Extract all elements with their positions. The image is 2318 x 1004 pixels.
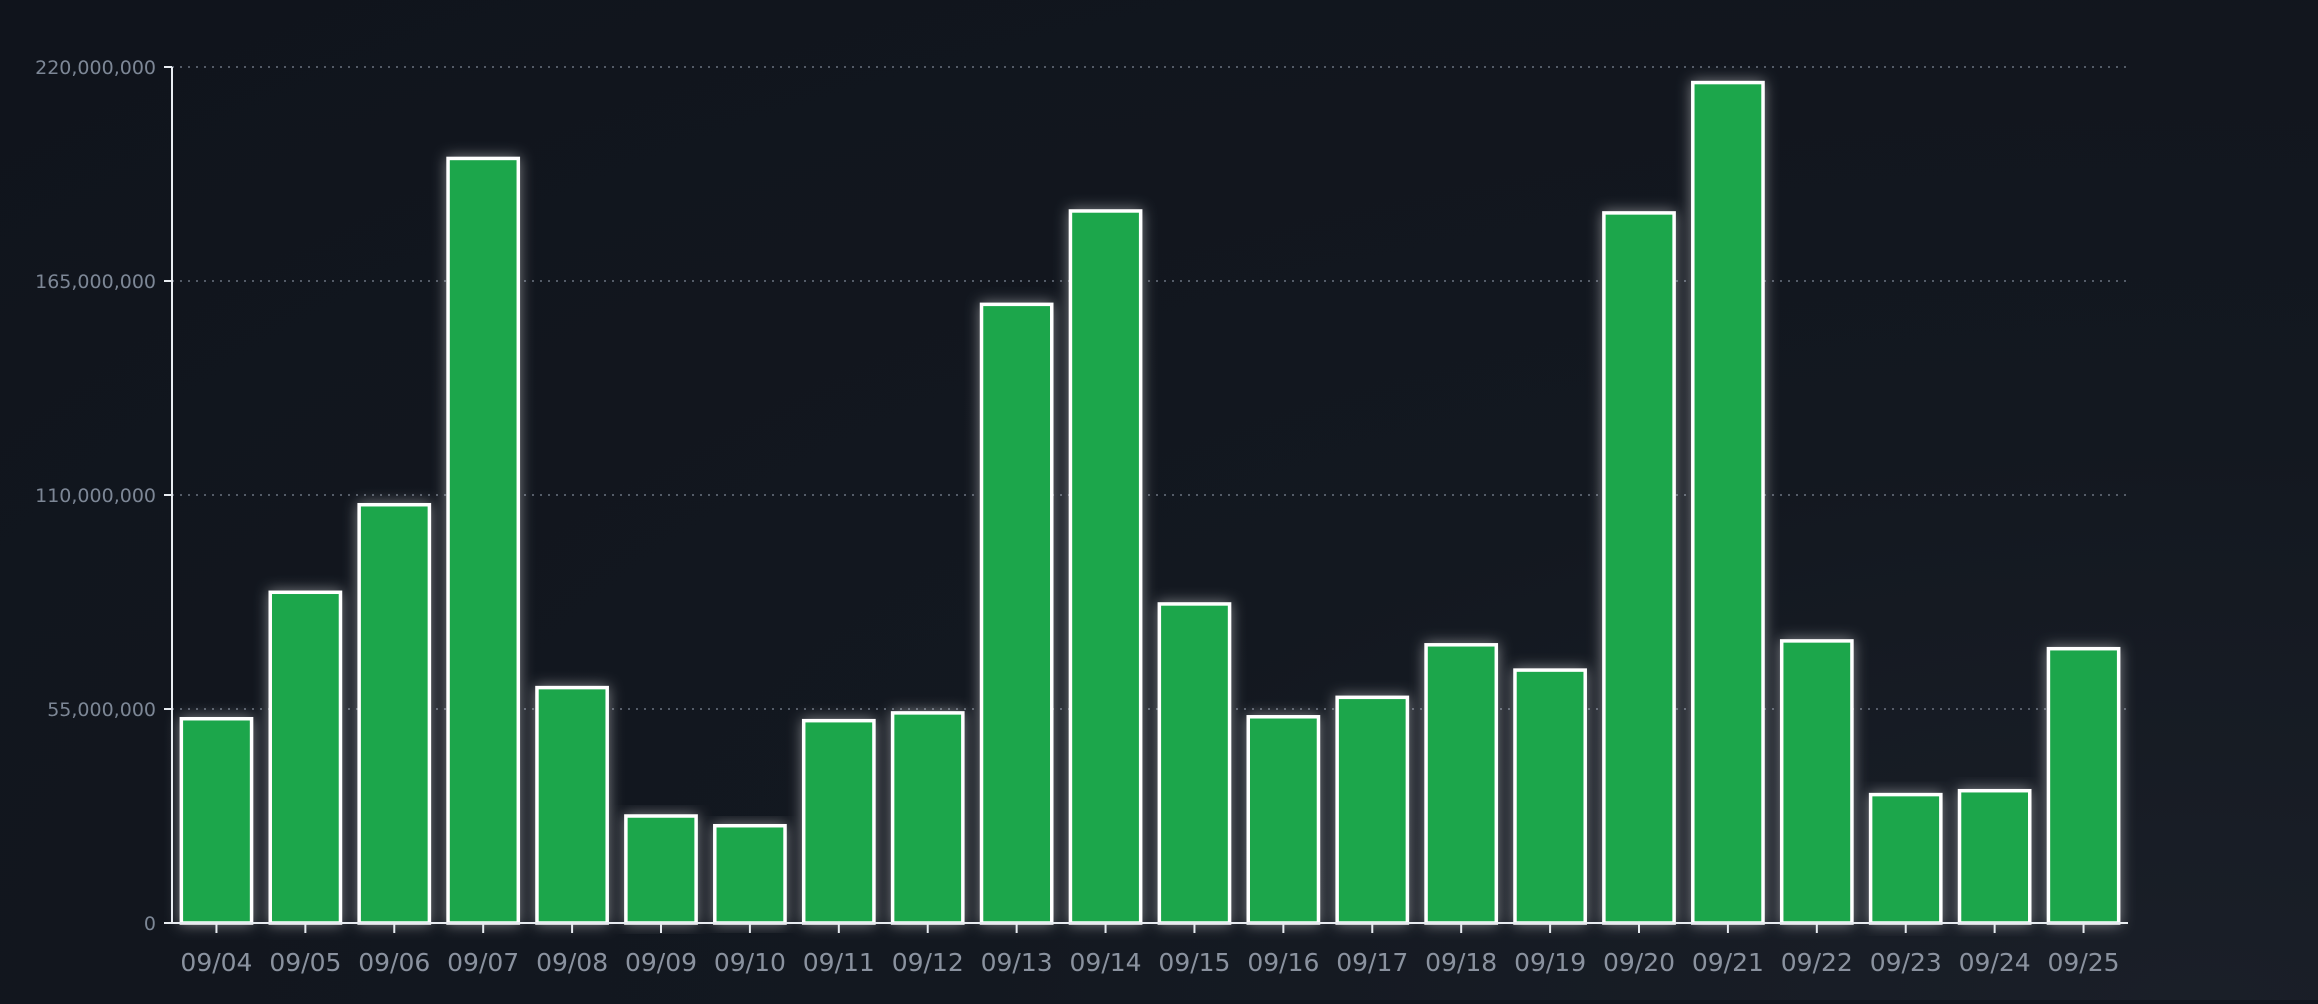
grid-lines: [172, 66, 2128, 710]
x-tick-label: 09/15: [1158, 948, 1230, 977]
y-tick-label: 220,000,000: [35, 57, 156, 79]
x-tick-label: 09/18: [1425, 948, 1497, 977]
x-tick-labels: 09/04 09/05 09/06 09/07 09/08 09/09 09/10 09/11…: [180, 948, 2119, 977]
bar-09-25: [2046, 646, 2121, 925]
bar-09-23: [1868, 792, 1943, 925]
bar-09-19: [1513, 668, 1587, 925]
bar-09-10: [713, 823, 787, 925]
x-tick-label: 09/07: [447, 948, 519, 977]
bar-09-07: [446, 156, 521, 925]
x-tick-label: 09/23: [1870, 948, 1942, 977]
x-tick-label: 09/24: [1959, 948, 2031, 977]
bar-09-05: [268, 590, 343, 925]
bar-09-21: [1691, 80, 1765, 925]
bar-09-24: [1957, 788, 2032, 925]
bar-09-15: [1157, 602, 1232, 925]
y-tick-labels: 0 55,000,000 110,000,000 165,000,000 220,000…: [35, 57, 156, 935]
y-tick-label: 165,000,000: [35, 271, 156, 293]
bar-09-22: [1779, 639, 1854, 925]
x-tick-label: 09/06: [358, 948, 430, 977]
bar-09-16: [1246, 715, 1321, 925]
x-tick-label: 09/20: [1603, 948, 1675, 977]
x-tick-label: 09/08: [536, 948, 608, 977]
axes: [164, 66, 2128, 933]
x-tick-label: 09/22: [1781, 948, 1853, 977]
x-tick-label: 09/14: [1070, 948, 1142, 977]
x-tick-label: 09/10: [714, 948, 786, 977]
x-tick-label: 09/05: [269, 948, 341, 977]
bar-09-17: [1335, 695, 1410, 925]
x-tick-label: 09/17: [1336, 948, 1408, 977]
bar-09-14: [1068, 209, 1143, 925]
x-tick-label: 09/13: [981, 948, 1053, 977]
y-tick-label: 110,000,000: [35, 485, 156, 507]
bars: [179, 80, 2121, 925]
x-tick-label: 09/11: [803, 948, 875, 977]
bar-09-11: [801, 718, 876, 925]
x-tick-label: 09/21: [1692, 948, 1764, 977]
x-tick-label: 09/12: [892, 948, 964, 977]
x-tick-label: 09/16: [1247, 948, 1319, 977]
bar-09-18: [1424, 643, 1499, 925]
x-tick-label: 09/19: [1514, 948, 1586, 977]
x-tick-label: 09/04: [180, 948, 252, 977]
bar-09-06: [357, 502, 432, 925]
bar-09-08: [535, 685, 609, 925]
bar-09-13: [979, 302, 1054, 925]
bar-09-20: [1602, 211, 1676, 925]
y-tick-label: 55,000,000: [47, 699, 156, 721]
y-tick-label: 0: [144, 913, 156, 935]
bar-09-04: [179, 716, 254, 925]
bar-09-09: [624, 814, 698, 925]
bar-09-12: [890, 711, 965, 925]
x-tick-label: 09/09: [625, 948, 697, 977]
x-tick-label: 09/25: [2048, 948, 2120, 977]
